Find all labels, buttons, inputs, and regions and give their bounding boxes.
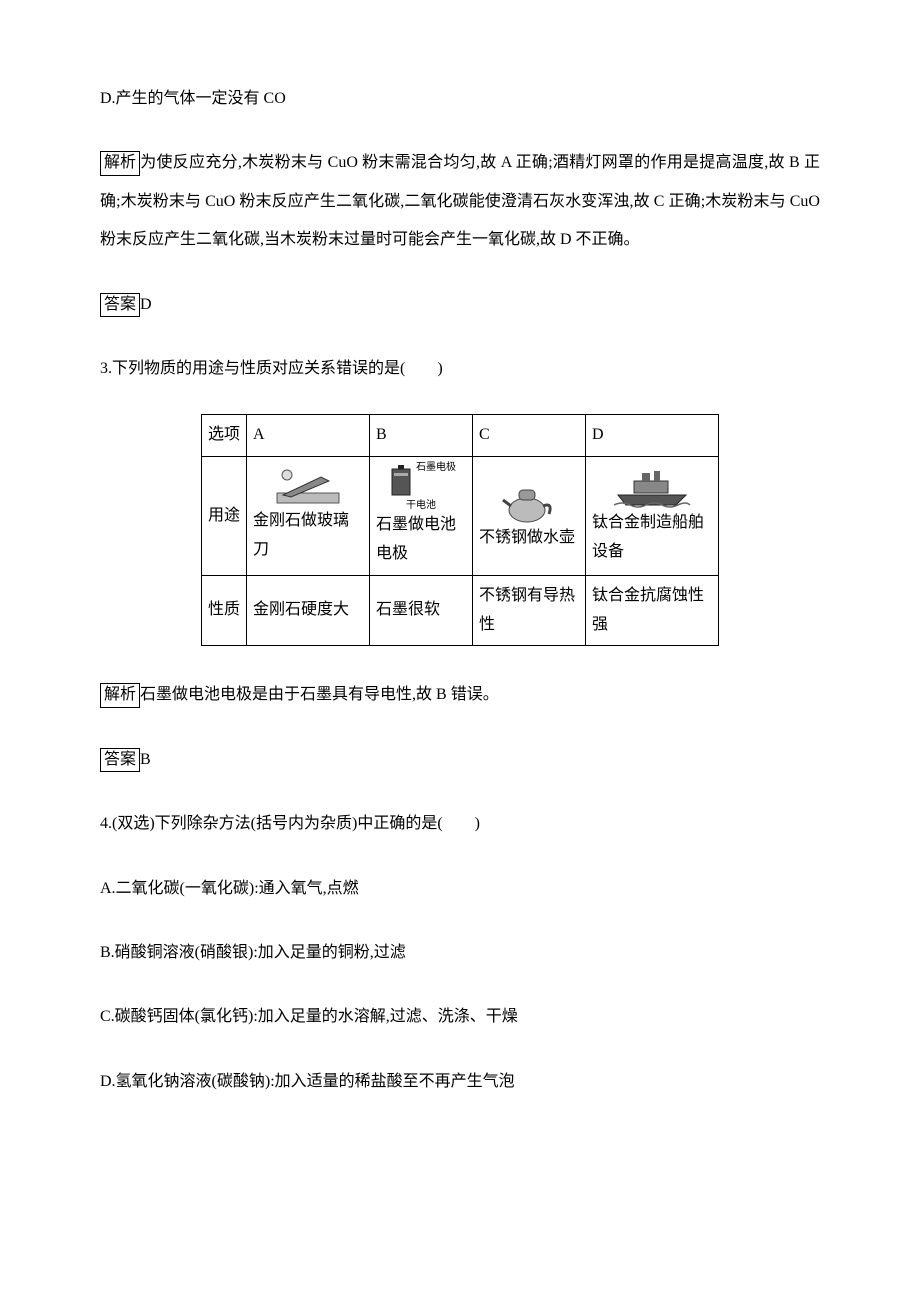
q2-explain-label: 解析 xyxy=(100,151,140,175)
q3-option-a-head: A xyxy=(247,415,370,457)
q3-option-c-head: C xyxy=(473,415,586,457)
q3-use-a: 金刚石做玻璃刀 xyxy=(247,457,370,576)
q3-header-label: 选项 xyxy=(202,415,247,457)
q4-option-d: D.氢氧化钠溶液(碳酸钠):加入适量的稀盐酸至不再产生气泡 xyxy=(100,1063,820,1101)
q3-explain-text: 石墨做电池电极是由于石墨具有导电性,故 B 错误。 xyxy=(140,686,499,703)
q3-use-b: 石墨电极 干电池 石墨做电池电极 xyxy=(370,457,473,576)
q4-option-a: A.二氧化碳(一氧化碳):通入氧气,点燃 xyxy=(100,870,820,908)
q3-use-a-text: 金刚石做玻璃刀 xyxy=(253,512,349,558)
q4-option-c: C.碳酸钙固体(氯化钙):加入足量的水溶解,过滤、洗涤、干燥 xyxy=(100,998,820,1036)
q4-option-b: B.硝酸铜溶液(硝酸银):加入足量的铜粉,过滤 xyxy=(100,934,820,972)
q3-prop-a: 金刚石硬度大 xyxy=(247,575,370,646)
q3-use-label: 用途 xyxy=(202,457,247,576)
q3-explanation: 解析石墨做电池电极是由于石墨具有导电性,故 B 错误。 xyxy=(100,676,820,714)
q2-answer-value: D xyxy=(140,296,152,313)
q4-stem: 4.(双选)下列除杂方法(括号内为杂质)中正确的是( ) xyxy=(100,805,820,843)
q3-use-c: 不锈钢做水壶 xyxy=(473,457,586,576)
kettle-icon xyxy=(479,480,579,524)
q3-prop-b: 石墨很软 xyxy=(370,575,473,646)
q2-explanation: 解析为使反应充分,木炭粉末与 CuO 粉末需混合均匀,故 A 正确;酒精灯网罩的… xyxy=(100,144,820,259)
q3-use-d: 钛合金制造船舶设备 xyxy=(586,457,719,576)
battery-electrode-icon: 石墨电极 干电池 xyxy=(376,463,466,511)
q3-option-d-head: D xyxy=(586,415,719,457)
q3-answer-label: 答案 xyxy=(100,748,140,772)
q3-use-c-text: 不锈钢做水壶 xyxy=(479,529,575,546)
q3-answer-value: B xyxy=(140,751,151,768)
q3-prop-label: 性质 xyxy=(202,575,247,646)
q2-answer: 答案D xyxy=(100,286,820,324)
q3-stem: 3.下列物质的用途与性质对应关系错误的是( ) xyxy=(100,350,820,388)
q3-prop-d: 钛合金抗腐蚀性强 xyxy=(586,575,719,646)
q3-b-top-label: 石墨电极 xyxy=(416,463,456,473)
q3-b-bottom-label: 干电池 xyxy=(406,501,436,511)
table-row: 用途 金刚石做玻璃刀 石墨电极 xyxy=(202,457,719,576)
q2-option-d: D.产生的气体一定没有 CO xyxy=(100,80,820,118)
q3-explain-label: 解析 xyxy=(100,683,140,707)
q3-prop-c: 不锈钢有导热性 xyxy=(473,575,586,646)
q2-explain-text: 为使反应充分,木炭粉末与 CuO 粉末需混合均匀,故 A 正确;酒精灯网罩的作用… xyxy=(100,154,820,248)
glass-cutter-icon xyxy=(253,467,363,507)
q2-answer-label: 答案 xyxy=(100,293,140,317)
table-row: 性质 金刚石硬度大 石墨很软 不锈钢有导热性 钛合金抗腐蚀性强 xyxy=(202,575,719,646)
q3-options-table: 选项 A B C D 用途 金刚石做玻璃刀 xyxy=(201,414,719,646)
q3-option-b-head: B xyxy=(370,415,473,457)
q3-use-d-text: 钛合金制造船舶设备 xyxy=(592,514,704,560)
q3-use-b-text: 石墨做电池电极 xyxy=(376,516,456,562)
q3-answer: 答案B xyxy=(100,741,820,779)
ship-icon xyxy=(592,465,712,509)
table-row: 选项 A B C D xyxy=(202,415,719,457)
